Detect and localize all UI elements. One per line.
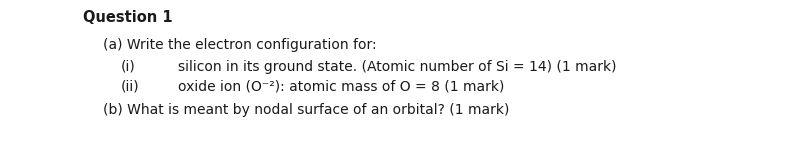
Text: Question 1: Question 1 [83, 10, 173, 25]
Text: (a) Write the electron configuration for:: (a) Write the electron configuration for… [103, 38, 376, 52]
Text: oxide ion (O⁻²): atomic mass of O = 8 (1 mark): oxide ion (O⁻²): atomic mass of O = 8 (1… [178, 80, 504, 94]
Text: (i): (i) [121, 60, 136, 74]
Text: (b) What is meant by nodal surface of an orbital? (1 mark): (b) What is meant by nodal surface of an… [103, 103, 510, 117]
Text: (ii): (ii) [121, 80, 140, 94]
Text: silicon in its ground state. (Atomic number of Si = 14) (1 mark): silicon in its ground state. (Atomic num… [178, 60, 616, 74]
